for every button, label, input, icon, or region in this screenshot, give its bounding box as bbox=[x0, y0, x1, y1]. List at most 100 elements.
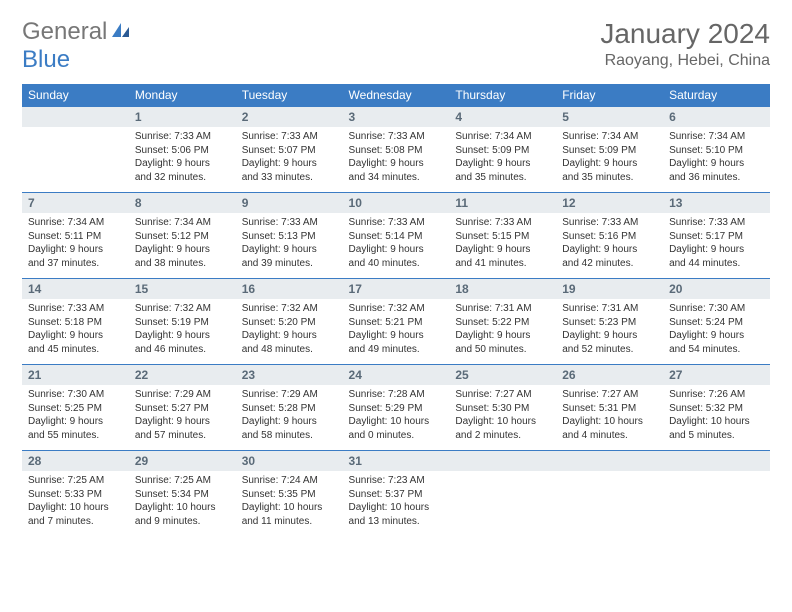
day-detail: Sunrise: 7:33 AMSunset: 5:13 PMDaylight:… bbox=[236, 213, 343, 279]
detail-row: Sunrise: 7:33 AMSunset: 5:06 PM Daylight:… bbox=[22, 127, 770, 193]
sunset-text: Sunset: 5:30 PM bbox=[455, 402, 550, 416]
sunset-text: Sunset: 5:33 PM bbox=[28, 488, 123, 502]
brand-text: GeneralBlue bbox=[22, 18, 132, 74]
daylight-text-1: Daylight: 9 hours bbox=[135, 243, 230, 257]
sunset-text: Sunset: 5:13 PM bbox=[242, 230, 337, 244]
daylight-text-2: and 41 minutes. bbox=[455, 257, 550, 271]
day-detail bbox=[449, 471, 556, 536]
day-number: 11 bbox=[449, 193, 556, 214]
day-number: 20 bbox=[663, 279, 770, 300]
day-number: 24 bbox=[343, 365, 450, 386]
sunset-text: Sunset: 5:21 PM bbox=[349, 316, 444, 330]
daylight-text-1: Daylight: 9 hours bbox=[349, 157, 444, 171]
day-number: 2 bbox=[236, 107, 343, 128]
daylight-text-2: and 38 minutes. bbox=[135, 257, 230, 271]
day-number: 10 bbox=[343, 193, 450, 214]
sunset-text: Sunset: 5:06 PM bbox=[135, 144, 230, 158]
day-detail: Sunrise: 7:33 AMSunset: 5:14 PMDaylight:… bbox=[343, 213, 450, 279]
sunrise-text: Sunrise: 7:33 AM bbox=[135, 130, 230, 144]
day-number: 28 bbox=[22, 451, 129, 472]
sunrise-text: Sunrise: 7:24 AM bbox=[242, 474, 337, 488]
sunset-text: Sunset: 5:31 PM bbox=[562, 402, 657, 416]
daylight-text-1: Daylight: 10 hours bbox=[455, 415, 550, 429]
day-number: 30 bbox=[236, 451, 343, 472]
day-detail bbox=[663, 471, 770, 536]
sunrise-text: Sunrise: 7:29 AM bbox=[135, 388, 230, 402]
day-detail: Sunrise: 7:25 AMSunset: 5:34 PMDaylight:… bbox=[129, 471, 236, 536]
sunrise-text: Sunrise: 7:33 AM bbox=[669, 216, 764, 230]
daylight-text-1: Daylight: 9 hours bbox=[562, 329, 657, 343]
detail-row: Sunrise: 7:34 AMSunset: 5:11 PMDaylight:… bbox=[22, 213, 770, 279]
day-number: 17 bbox=[343, 279, 450, 300]
daylight-text-1: Daylight: 10 hours bbox=[135, 501, 230, 515]
sunset-text: Sunset: 5:18 PM bbox=[28, 316, 123, 330]
day-detail: Sunrise: 7:34 AMSunset: 5:09 PMDaylight:… bbox=[556, 127, 663, 193]
sunrise-text: Sunrise: 7:34 AM bbox=[455, 130, 550, 144]
daylight-text-2: and 33 minutes. bbox=[242, 171, 337, 185]
day-number: 7 bbox=[22, 193, 129, 214]
daylight-text-2: and 54 minutes. bbox=[669, 343, 764, 357]
day-detail: Sunrise: 7:31 AMSunset: 5:22 PMDaylight:… bbox=[449, 299, 556, 365]
day-number: 31 bbox=[343, 451, 450, 472]
daylight-text-1: Daylight: 9 hours bbox=[28, 243, 123, 257]
daylight-text-1: Daylight: 9 hours bbox=[242, 243, 337, 257]
daylight-text-1: Daylight: 10 hours bbox=[349, 501, 444, 515]
sunset-text: Sunset: 5:28 PM bbox=[242, 402, 337, 416]
daynum-row: 21222324252627 bbox=[22, 365, 770, 386]
day-detail: Sunrise: 7:26 AMSunset: 5:32 PMDaylight:… bbox=[663, 385, 770, 451]
sunrise-text: Sunrise: 7:31 AM bbox=[562, 302, 657, 316]
sunset-text: Sunset: 5:23 PM bbox=[562, 316, 657, 330]
day-detail: Sunrise: 7:30 AMSunset: 5:25 PMDaylight:… bbox=[22, 385, 129, 451]
day-detail: Sunrise: 7:33 AMSunset: 5:16 PMDaylight:… bbox=[556, 213, 663, 279]
sunset-text: Sunset: 5:19 PM bbox=[135, 316, 230, 330]
daylight-text-2: and 37 minutes. bbox=[28, 257, 123, 271]
day-detail: Sunrise: 7:27 AMSunset: 5:31 PMDaylight:… bbox=[556, 385, 663, 451]
sunrise-text: Sunrise: 7:28 AM bbox=[349, 388, 444, 402]
month-title: January 2024 bbox=[600, 18, 770, 50]
day-detail: Sunrise: 7:32 AMSunset: 5:19 PMDaylight:… bbox=[129, 299, 236, 365]
day-number: 16 bbox=[236, 279, 343, 300]
sunset-text: Sunset: 5:22 PM bbox=[455, 316, 550, 330]
day-number bbox=[663, 451, 770, 472]
sunset-text: Sunset: 5:16 PM bbox=[562, 230, 657, 244]
daylight-text-2: and 9 minutes. bbox=[135, 515, 230, 529]
sunrise-text: Sunrise: 7:33 AM bbox=[349, 216, 444, 230]
day-detail: Sunrise: 7:33 AMSunset: 5:18 PMDaylight:… bbox=[22, 299, 129, 365]
sunrise-text: Sunrise: 7:25 AM bbox=[28, 474, 123, 488]
dow-wednesday: Wednesday bbox=[343, 84, 450, 107]
daylight-text-1: Daylight: 9 hours bbox=[455, 329, 550, 343]
daylight-text-2: and 35 minutes. bbox=[562, 171, 657, 185]
sunset-text: Sunset: 5:08 PM bbox=[349, 144, 444, 158]
sunrise-text: Sunrise: 7:26 AM bbox=[669, 388, 764, 402]
sunrise-text: Sunrise: 7:33 AM bbox=[28, 302, 123, 316]
daylight-text-2: and 40 minutes. bbox=[349, 257, 444, 271]
day-detail: Sunrise: 7:27 AMSunset: 5:30 PMDaylight:… bbox=[449, 385, 556, 451]
sunrise-text: Sunrise: 7:33 AM bbox=[562, 216, 657, 230]
dow-saturday: Saturday bbox=[663, 84, 770, 107]
daylight-text-1: Daylight: 9 hours bbox=[349, 243, 444, 257]
daylight-text-1: Daylight: 10 hours bbox=[28, 501, 123, 515]
sunset-text: Sunset: 5:14 PM bbox=[349, 230, 444, 244]
sunrise-text: Sunrise: 7:33 AM bbox=[242, 216, 337, 230]
daylight-text-2: and 36 minutes. bbox=[669, 171, 764, 185]
sunset-text: Sunset: 5:37 PM bbox=[349, 488, 444, 502]
sunset-text: Sunset: 5:20 PM bbox=[242, 316, 337, 330]
sunrise-text: Sunrise: 7:31 AM bbox=[455, 302, 550, 316]
daylight-text-2: and 58 minutes. bbox=[242, 429, 337, 443]
daylight-text-2: and 50 minutes. bbox=[455, 343, 550, 357]
brand-part2: Blue bbox=[22, 46, 70, 73]
sunset-text: Sunset: 5:11 PM bbox=[28, 230, 123, 244]
sunset-text: Sunset: 5:27 PM bbox=[135, 402, 230, 416]
daylight-text-1: Daylight: 9 hours bbox=[28, 415, 123, 429]
day-number: 5 bbox=[556, 107, 663, 128]
daylight-text-2: and 13 minutes. bbox=[349, 515, 444, 529]
sunrise-text: Sunrise: 7:33 AM bbox=[455, 216, 550, 230]
day-detail: Sunrise: 7:25 AMSunset: 5:33 PMDaylight:… bbox=[22, 471, 129, 536]
daylight-text-1: Daylight: 9 hours bbox=[349, 329, 444, 343]
day-number: 15 bbox=[129, 279, 236, 300]
sunset-text: Sunset: 5:12 PM bbox=[135, 230, 230, 244]
daynum-row: 78910111213 bbox=[22, 193, 770, 214]
day-detail: Sunrise: 7:33 AMSunset: 5:17 PMDaylight:… bbox=[663, 213, 770, 279]
sunset-text: Sunset: 5:29 PM bbox=[349, 402, 444, 416]
daylight-text-2: and 32 minutes. bbox=[135, 171, 230, 185]
